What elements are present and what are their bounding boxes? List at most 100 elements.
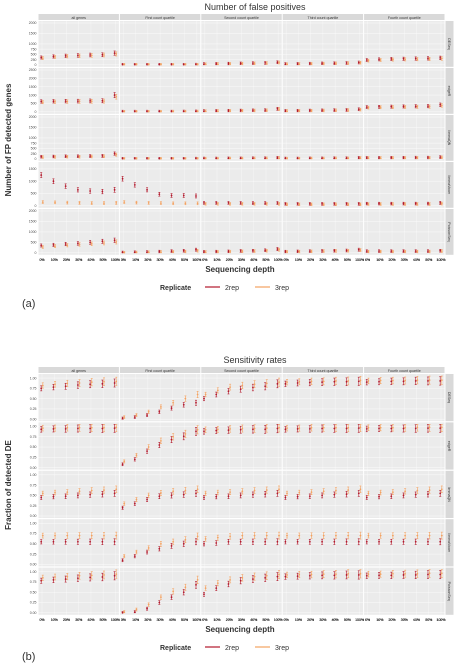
data-point-3rep xyxy=(204,587,207,590)
x-tick-label: 10% xyxy=(295,258,302,262)
x-tick-label: 100% xyxy=(355,258,364,262)
data-point-2rep xyxy=(158,495,161,498)
x-tick-label: 20% xyxy=(226,618,233,622)
data-point-2rep xyxy=(89,383,92,386)
data-point-2rep xyxy=(89,540,92,543)
data-point-3rep xyxy=(147,251,150,254)
x-tick-label: 30% xyxy=(238,258,245,262)
x-tick-label: 10% xyxy=(295,618,302,622)
data-point-2rep xyxy=(333,249,336,252)
x-tick-label: 20% xyxy=(144,258,151,262)
data-point-2rep xyxy=(203,496,205,499)
data-point-3rep xyxy=(241,62,244,65)
x-tick-label: 40% xyxy=(87,258,94,262)
data-point-2rep xyxy=(77,540,79,543)
data-point-3rep xyxy=(379,379,382,382)
data-point-3rep xyxy=(160,110,162,113)
y-tick-label: 1.00 xyxy=(30,425,37,429)
data-point-3rep xyxy=(147,63,150,66)
x-tick-label: 0% xyxy=(365,258,370,262)
y-tick-label: 750 xyxy=(31,141,37,145)
data-point-3rep xyxy=(54,201,56,204)
data-point-3rep xyxy=(184,489,187,492)
x-tick-label: 10% xyxy=(295,258,302,262)
data-point-3rep xyxy=(204,393,207,396)
x-tick-label: 0% xyxy=(202,618,207,622)
data-point-3rep xyxy=(335,62,337,65)
data-point-2rep xyxy=(252,202,254,204)
data-point-2rep xyxy=(64,495,67,498)
data-point-3rep xyxy=(265,574,268,577)
data-point-2rep xyxy=(52,578,55,581)
x-tick-label: 50% xyxy=(344,618,351,622)
data-point-2rep xyxy=(264,202,267,204)
data-point-3rep xyxy=(241,534,244,537)
x-tick-label: 0% xyxy=(284,618,289,622)
x-tick-label: 50% xyxy=(262,258,269,262)
data-point-3rep xyxy=(54,100,56,103)
data-point-2rep xyxy=(296,382,299,384)
x-tick-label: 30% xyxy=(157,258,164,262)
x-tick-label: 10% xyxy=(132,258,139,262)
x-tick-label: 30% xyxy=(319,258,326,262)
x-tick-label: 50% xyxy=(262,258,269,262)
data-point-3rep xyxy=(90,242,93,245)
data-point-2rep xyxy=(40,579,43,582)
data-point-3rep xyxy=(335,489,337,492)
data-point-2rep xyxy=(439,380,442,382)
data-point-2rep xyxy=(40,155,43,158)
data-point-3rep xyxy=(66,382,69,385)
column-strip xyxy=(282,367,364,373)
x-tick-label: 0% xyxy=(365,618,370,622)
x-tick-label: 20% xyxy=(389,618,396,622)
data-point-2rep xyxy=(77,188,79,191)
data-point-3rep xyxy=(379,106,382,109)
data-point-2rep xyxy=(345,380,348,383)
y-tick-label: 0 xyxy=(35,204,37,208)
row-strip xyxy=(445,422,454,470)
x-tick-label: 20% xyxy=(63,618,70,622)
data-point-2rep xyxy=(390,540,393,543)
data-point-2rep xyxy=(308,202,311,205)
data-point-2rep xyxy=(345,62,348,64)
y-tick-label: 250 xyxy=(31,58,37,62)
data-point-3rep xyxy=(54,156,56,158)
data-point-2rep xyxy=(427,202,429,205)
data-point-3rep xyxy=(265,109,268,112)
x-tick-label: 10% xyxy=(51,618,58,622)
x-tick-label: 40% xyxy=(332,618,339,622)
row-strip-label: limmaQN xyxy=(447,130,451,145)
x-tick-label: 100% xyxy=(437,258,446,262)
y-tick-label: 0.50 xyxy=(30,494,37,498)
y-tick-label: 0.50 xyxy=(30,542,37,546)
data-point-3rep xyxy=(115,201,118,204)
data-point-2rep xyxy=(133,555,136,558)
data-point-3rep xyxy=(286,574,288,576)
data-point-2rep xyxy=(264,385,267,388)
data-point-3rep xyxy=(404,572,406,575)
data-point-3rep xyxy=(78,534,81,537)
x-tick-label: 40% xyxy=(413,258,420,262)
data-point-2rep xyxy=(215,495,218,498)
x-tick-label: 30% xyxy=(238,618,245,622)
x-tick-label: 20% xyxy=(63,258,70,262)
data-point-2rep xyxy=(77,155,79,158)
data-point-2rep xyxy=(365,540,368,543)
data-point-3rep xyxy=(78,490,81,493)
x-tick-label: 20% xyxy=(226,618,233,622)
x-tick-label: 10% xyxy=(295,618,302,622)
x-tick-label: 0% xyxy=(284,258,289,262)
data-point-3rep xyxy=(440,572,443,575)
data-point-2rep xyxy=(215,201,218,204)
data-point-2rep xyxy=(64,100,67,102)
x-tick-label: 100% xyxy=(355,258,364,262)
data-point-2rep xyxy=(215,250,218,253)
data-point-3rep xyxy=(359,488,362,491)
data-point-2rep xyxy=(215,587,218,590)
row-strip-label: edgeR xyxy=(447,86,451,97)
x-tick-label: 50% xyxy=(344,618,351,622)
x-tick-label: 100% xyxy=(355,618,364,622)
data-point-3rep xyxy=(391,156,394,159)
data-point-3rep xyxy=(253,157,256,160)
y-tick-label: 250 xyxy=(31,152,37,156)
